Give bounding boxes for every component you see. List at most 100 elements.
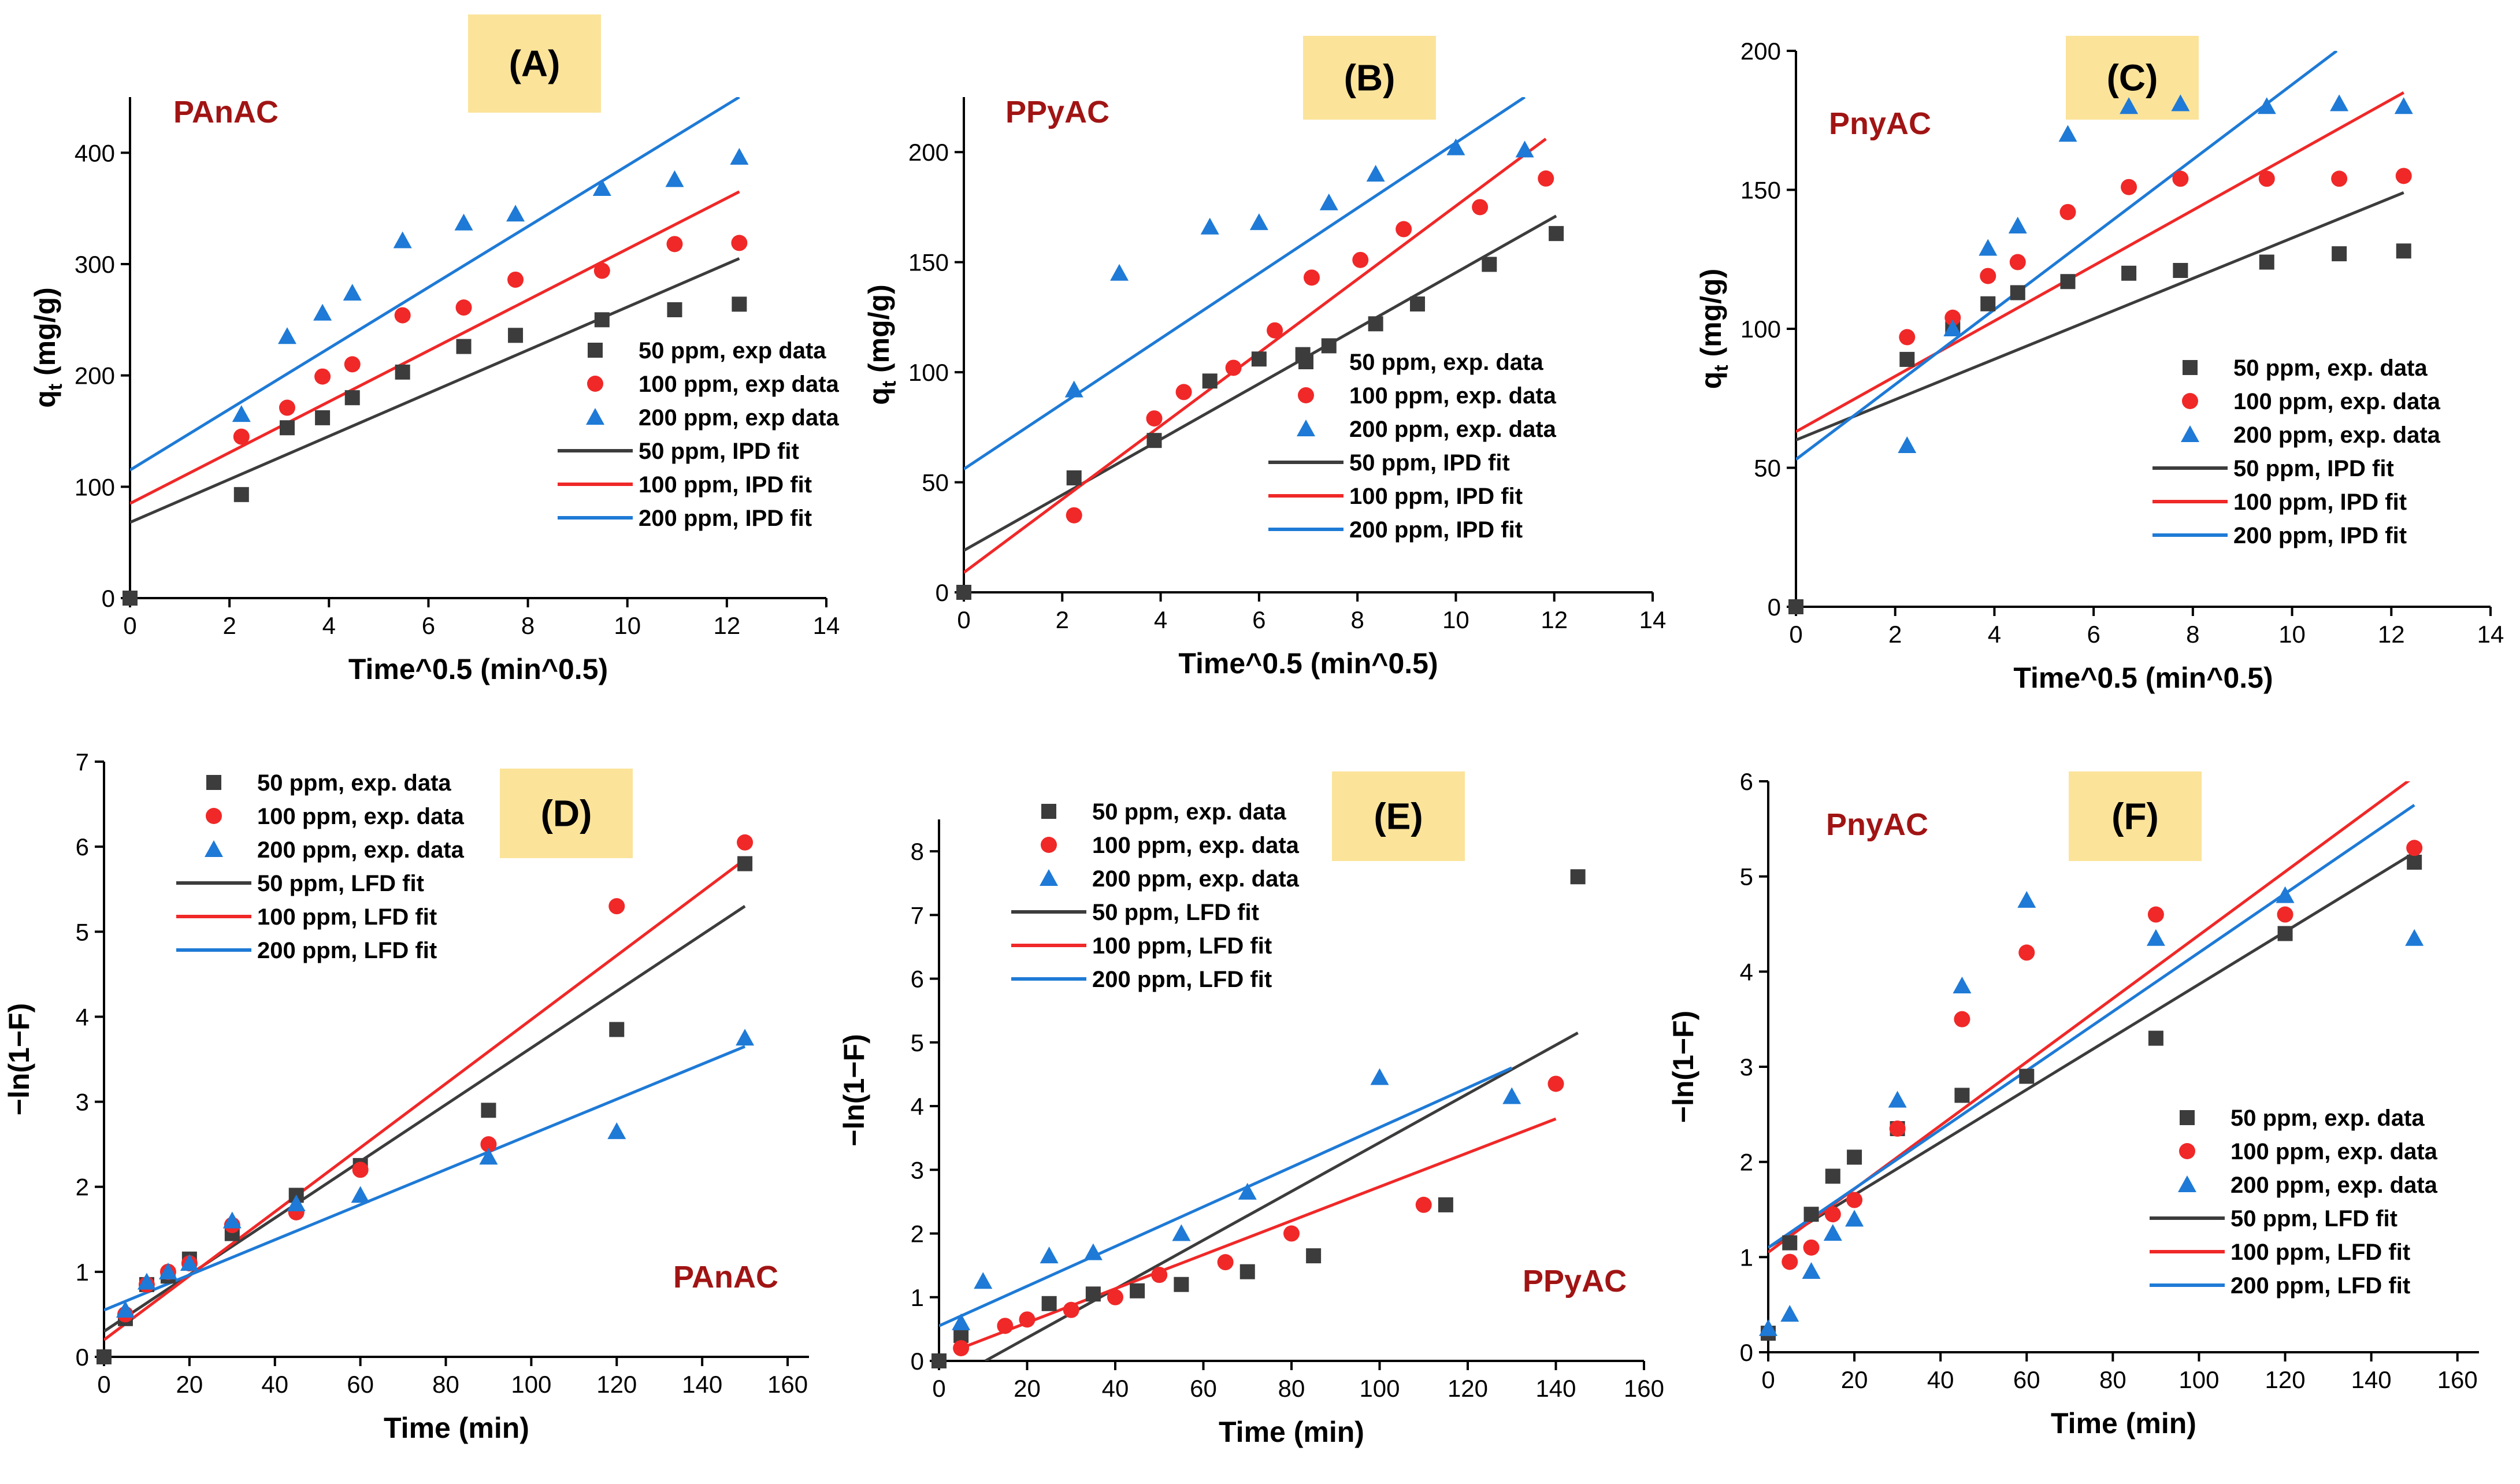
- data-point: [607, 1122, 626, 1140]
- y-tick-label: 7: [76, 748, 89, 776]
- y-tick-label: 200: [75, 362, 115, 389]
- legend-label: 200 ppm, LFD fit: [1092, 967, 1272, 992]
- data-point: [1066, 470, 1082, 485]
- legend-marker: [587, 376, 603, 392]
- fit-line: [964, 214, 1557, 552]
- data-point: [2395, 168, 2412, 184]
- x-axis-label: Time (min): [1219, 1416, 1364, 1448]
- legend-label: 200 ppm, IPD fit: [1349, 517, 1523, 543]
- fit-line: [1796, 51, 2338, 461]
- panel-label-box: [2069, 771, 2202, 861]
- data-point: [279, 399, 295, 416]
- legend: 50 ppm, exp. data 100 ppm, exp. data 200 p…: [2152, 355, 2441, 548]
- legend-label: 50 ppm, LFD fit: [2230, 1206, 2397, 1231]
- data-point: [2330, 94, 2349, 112]
- data-point: [1889, 1121, 1906, 1137]
- data-point: [1146, 410, 1163, 427]
- data-point: [666, 236, 683, 253]
- data-point: [2406, 840, 2423, 856]
- data-point: [1217, 1254, 1234, 1271]
- data-point: [1570, 869, 1586, 885]
- data-point: [116, 1301, 135, 1318]
- data-point: [956, 585, 971, 600]
- y-tick-label: 100: [75, 473, 115, 500]
- y-axis-label: −ln(1−F): [3, 1003, 35, 1115]
- y-tick-label: 1: [76, 1259, 89, 1286]
- data-point: [1130, 1283, 1145, 1298]
- x-tick-label: 60: [347, 1371, 374, 1398]
- data-point: [1438, 1197, 1453, 1212]
- fit-line: [130, 257, 740, 524]
- data-point: [180, 1254, 199, 1271]
- x-tick-label: 20: [176, 1371, 203, 1398]
- y-tick-label: 3: [911, 1156, 924, 1184]
- material-annotation: PPyAC: [1005, 95, 1109, 129]
- material-annotation: PPyAC: [1523, 1264, 1627, 1298]
- legend-label: 50 ppm, exp data: [639, 338, 826, 363]
- x-tick-label: 8: [1350, 606, 1364, 633]
- legend-label: 200 ppm, exp. data: [257, 837, 465, 863]
- data-point: [1175, 384, 1192, 400]
- data-point: [737, 856, 753, 871]
- data-point: [351, 1186, 370, 1203]
- y-tick-label: 200: [1740, 38, 1781, 65]
- y-tick-label: 6: [1740, 768, 1753, 795]
- data-point: [97, 1349, 112, 1364]
- y-tick-label: 2: [1740, 1149, 1753, 1176]
- legend-marker: [2181, 425, 2199, 442]
- x-tick-label: 140: [1535, 1375, 1576, 1402]
- fit-line: [984, 1032, 1579, 1361]
- data-point: [1446, 138, 1465, 155]
- data-point: [2172, 170, 2189, 187]
- x-tick-label: 0: [1789, 621, 1802, 648]
- data-point: [1370, 1068, 1389, 1085]
- y-tick-label: 6: [911, 966, 924, 993]
- data-point: [1251, 351, 1267, 367]
- x-axis-label: Time (min): [2051, 1407, 2196, 1440]
- y-tick-label: 4: [76, 1003, 89, 1030]
- data-point: [1041, 1296, 1057, 1311]
- data-point: [2171, 94, 2190, 112]
- x-tick-label: 60: [2013, 1366, 2040, 1393]
- panel-label: (C): [2107, 57, 2158, 99]
- y-tick-label: 7: [911, 901, 924, 929]
- fit-line: [1796, 91, 2404, 433]
- data-point: [1954, 1011, 1970, 1027]
- data-point: [1944, 309, 1961, 326]
- x-tick-label: 0: [97, 1371, 110, 1398]
- data-point: [2058, 125, 2077, 142]
- x-tick-label: 8: [521, 612, 535, 639]
- legend-marker: [2183, 360, 2198, 375]
- x-tick-label: 2: [222, 612, 236, 639]
- x-tick-label: 2: [1056, 606, 1069, 633]
- panel-label: (F): [2111, 796, 2159, 837]
- data-point: [1899, 329, 1916, 346]
- material-annotation: PAnAC: [173, 95, 279, 129]
- data-point: [2148, 1030, 2163, 1046]
- x-tick-label: 6: [2087, 621, 2100, 648]
- data-point: [2173, 262, 2188, 278]
- x-tick-label: 40: [261, 1371, 288, 1398]
- data-point: [2405, 929, 2424, 946]
- x-tick-label: 2: [1888, 621, 1902, 648]
- data-point: [123, 591, 138, 606]
- data-point: [2146, 929, 2165, 946]
- data-point: [1146, 433, 1162, 448]
- data-point: [1172, 1224, 1191, 1241]
- legend-label: 100 ppm, IPD fit: [639, 472, 812, 498]
- y-axis-label: −ln(1−F): [1667, 1011, 1699, 1123]
- x-tick-label: 160: [2437, 1366, 2478, 1393]
- x-tick-label: 40: [1102, 1375, 1129, 1402]
- legend-label: 200 ppm, exp data: [639, 405, 840, 431]
- y-tick-label: 1: [1740, 1244, 1753, 1271]
- data-point: [456, 339, 472, 354]
- legend-marker: [2178, 1175, 2196, 1192]
- legend-label: 50 ppm, exp. data: [1349, 350, 1543, 375]
- legend-marker: [205, 840, 223, 857]
- y-tick-label: 1: [911, 1284, 924, 1311]
- x-tick-label: 160: [767, 1371, 808, 1398]
- data-point: [455, 299, 472, 316]
- data-point: [1368, 316, 1383, 332]
- legend-label: 200 ppm, LFD fit: [2230, 1273, 2410, 1298]
- data-point: [1066, 507, 1082, 524]
